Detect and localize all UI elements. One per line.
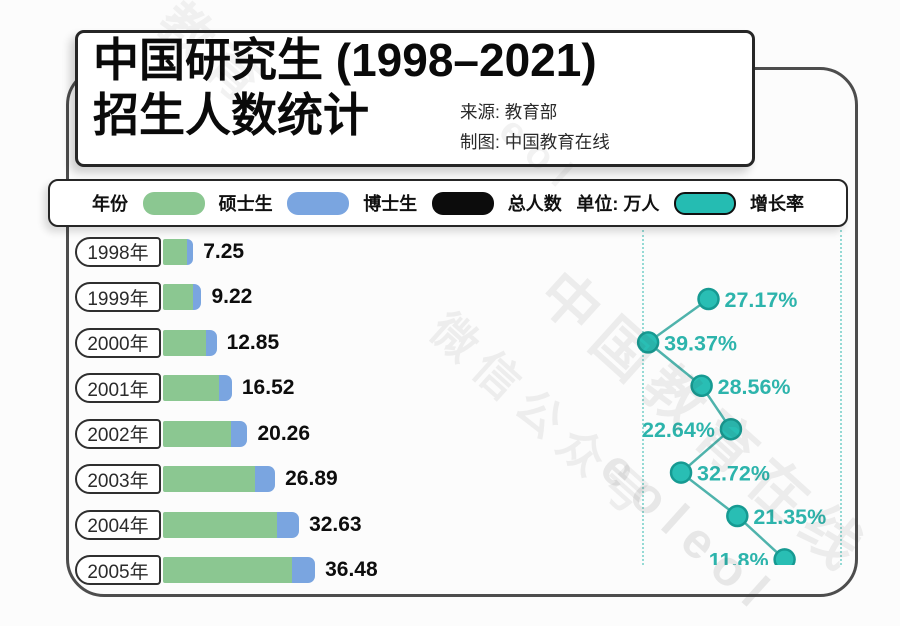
legend-year-label: 年份 bbox=[92, 194, 128, 214]
legend-label-2: 总人数 bbox=[507, 194, 562, 214]
bar-phd bbox=[292, 557, 316, 584]
total-value: 12.85 bbox=[226, 330, 280, 354]
year-pill: 2002年 bbox=[75, 418, 161, 449]
bar-masters bbox=[163, 511, 278, 538]
legend-item-0: 硕士生 bbox=[142, 190, 273, 216]
year-pill: 2004年 bbox=[75, 509, 161, 540]
bar-masters bbox=[163, 466, 256, 493]
credit-line: 制图: 中国教育在线 bbox=[460, 132, 610, 153]
bar-phd bbox=[231, 420, 248, 447]
year-row-2003: 2003年 26.89 bbox=[75, 457, 378, 503]
bar-masters bbox=[163, 375, 219, 402]
stacked-bar bbox=[163, 557, 316, 584]
total-value: 32.63 bbox=[309, 512, 362, 536]
bar-masters bbox=[163, 238, 188, 265]
total-value: 16.52 bbox=[241, 376, 295, 400]
legend-label-1: 博士生 bbox=[363, 194, 418, 214]
total-value: 7.25 bbox=[203, 239, 245, 263]
year-pill: 1998年 bbox=[75, 236, 161, 267]
year-row-2000: 2000年 12.85 bbox=[75, 320, 378, 366]
source-line: 来源: 教育部 bbox=[460, 102, 558, 122]
legend: 年份 硕士生 博士生 总人数 单位: 万人 增长率 bbox=[48, 179, 848, 227]
year-row-2001: 2001年 16.52 bbox=[75, 366, 378, 412]
bar-phd bbox=[218, 375, 232, 402]
legend-swatch-4 bbox=[673, 191, 736, 215]
legend-swatch-1 bbox=[287, 191, 350, 215]
stacked-bar bbox=[163, 284, 202, 311]
bar-phd bbox=[255, 466, 276, 493]
legend-label-4: 增长率 bbox=[749, 194, 804, 214]
title-line-1: 中国研究生 (1998–2021) bbox=[93, 34, 597, 86]
year-pill: 2001年 bbox=[75, 373, 161, 404]
bar-rows: 1998年 7.25 1999年 9.22 2000年 12.85 2001年 16.52 20… bbox=[75, 229, 378, 593]
legend-swatch-2 bbox=[431, 191, 494, 215]
year-row-2002: 2002年 20.26 bbox=[75, 411, 378, 457]
total-value: 20.26 bbox=[257, 421, 311, 445]
bar-phd bbox=[187, 238, 194, 265]
growth-axis-dotted-line-right bbox=[840, 230, 842, 565]
year-row-2005: 2005年 36.48 bbox=[75, 548, 378, 594]
total-value: 26.89 bbox=[285, 467, 338, 491]
legend-label-0: 硕士生 bbox=[218, 194, 273, 214]
stacked-bar bbox=[163, 511, 300, 538]
infographic-canvas: 27.17% 39.37% 28.56% 22.64% 32.72% 21.35% 11.8… bbox=[48, 0, 882, 625]
total-value: 9.22 bbox=[211, 285, 253, 309]
bar-masters bbox=[163, 557, 293, 584]
source-block: 来源: 教育部 制图: 中国教育在线 bbox=[460, 97, 610, 157]
legend-item-4: 增长率 bbox=[673, 190, 804, 216]
bar-masters bbox=[163, 329, 206, 356]
legend-swatch-0 bbox=[142, 191, 205, 215]
legend-item-1: 博士生 bbox=[287, 190, 417, 216]
bar-phd bbox=[193, 284, 202, 311]
legend-item-2: 总人数 bbox=[431, 190, 562, 216]
bar-masters bbox=[163, 420, 232, 447]
stacked-bar bbox=[163, 466, 276, 493]
growth-axis-dotted-line-left bbox=[642, 230, 644, 565]
bar-phd bbox=[205, 329, 217, 356]
year-row-1999: 1999年 9.22 bbox=[75, 275, 378, 321]
total-value: 36.48 bbox=[325, 558, 378, 582]
page-title: 中国研究生 (1998–2021) 招生人数统计 bbox=[93, 33, 597, 143]
title-box: 中国研究生 (1998–2021) 招生人数统计 来源: 教育部 制图: 中国教育… bbox=[75, 30, 755, 167]
bar-masters bbox=[163, 284, 194, 311]
stacked-bar bbox=[163, 329, 217, 356]
year-pill: 1999年 bbox=[75, 282, 161, 313]
year-pill: 2000年 bbox=[75, 327, 161, 358]
year-pill: 2005年 bbox=[75, 555, 161, 586]
legend-item-3: 单位: 万人 bbox=[576, 190, 659, 216]
year-row-2004: 2004年 32.63 bbox=[75, 502, 378, 548]
legend-unit-label: 单位: 万人 bbox=[576, 194, 660, 214]
stacked-bar bbox=[163, 238, 194, 265]
stacked-bar bbox=[163, 375, 232, 402]
bar-phd bbox=[277, 511, 300, 538]
year-pill: 2003年 bbox=[75, 464, 161, 495]
stacked-bar bbox=[163, 420, 248, 447]
year-row-1998: 1998年 7.25 bbox=[75, 229, 378, 275]
title-line-2: 招生人数统计 bbox=[93, 89, 369, 142]
